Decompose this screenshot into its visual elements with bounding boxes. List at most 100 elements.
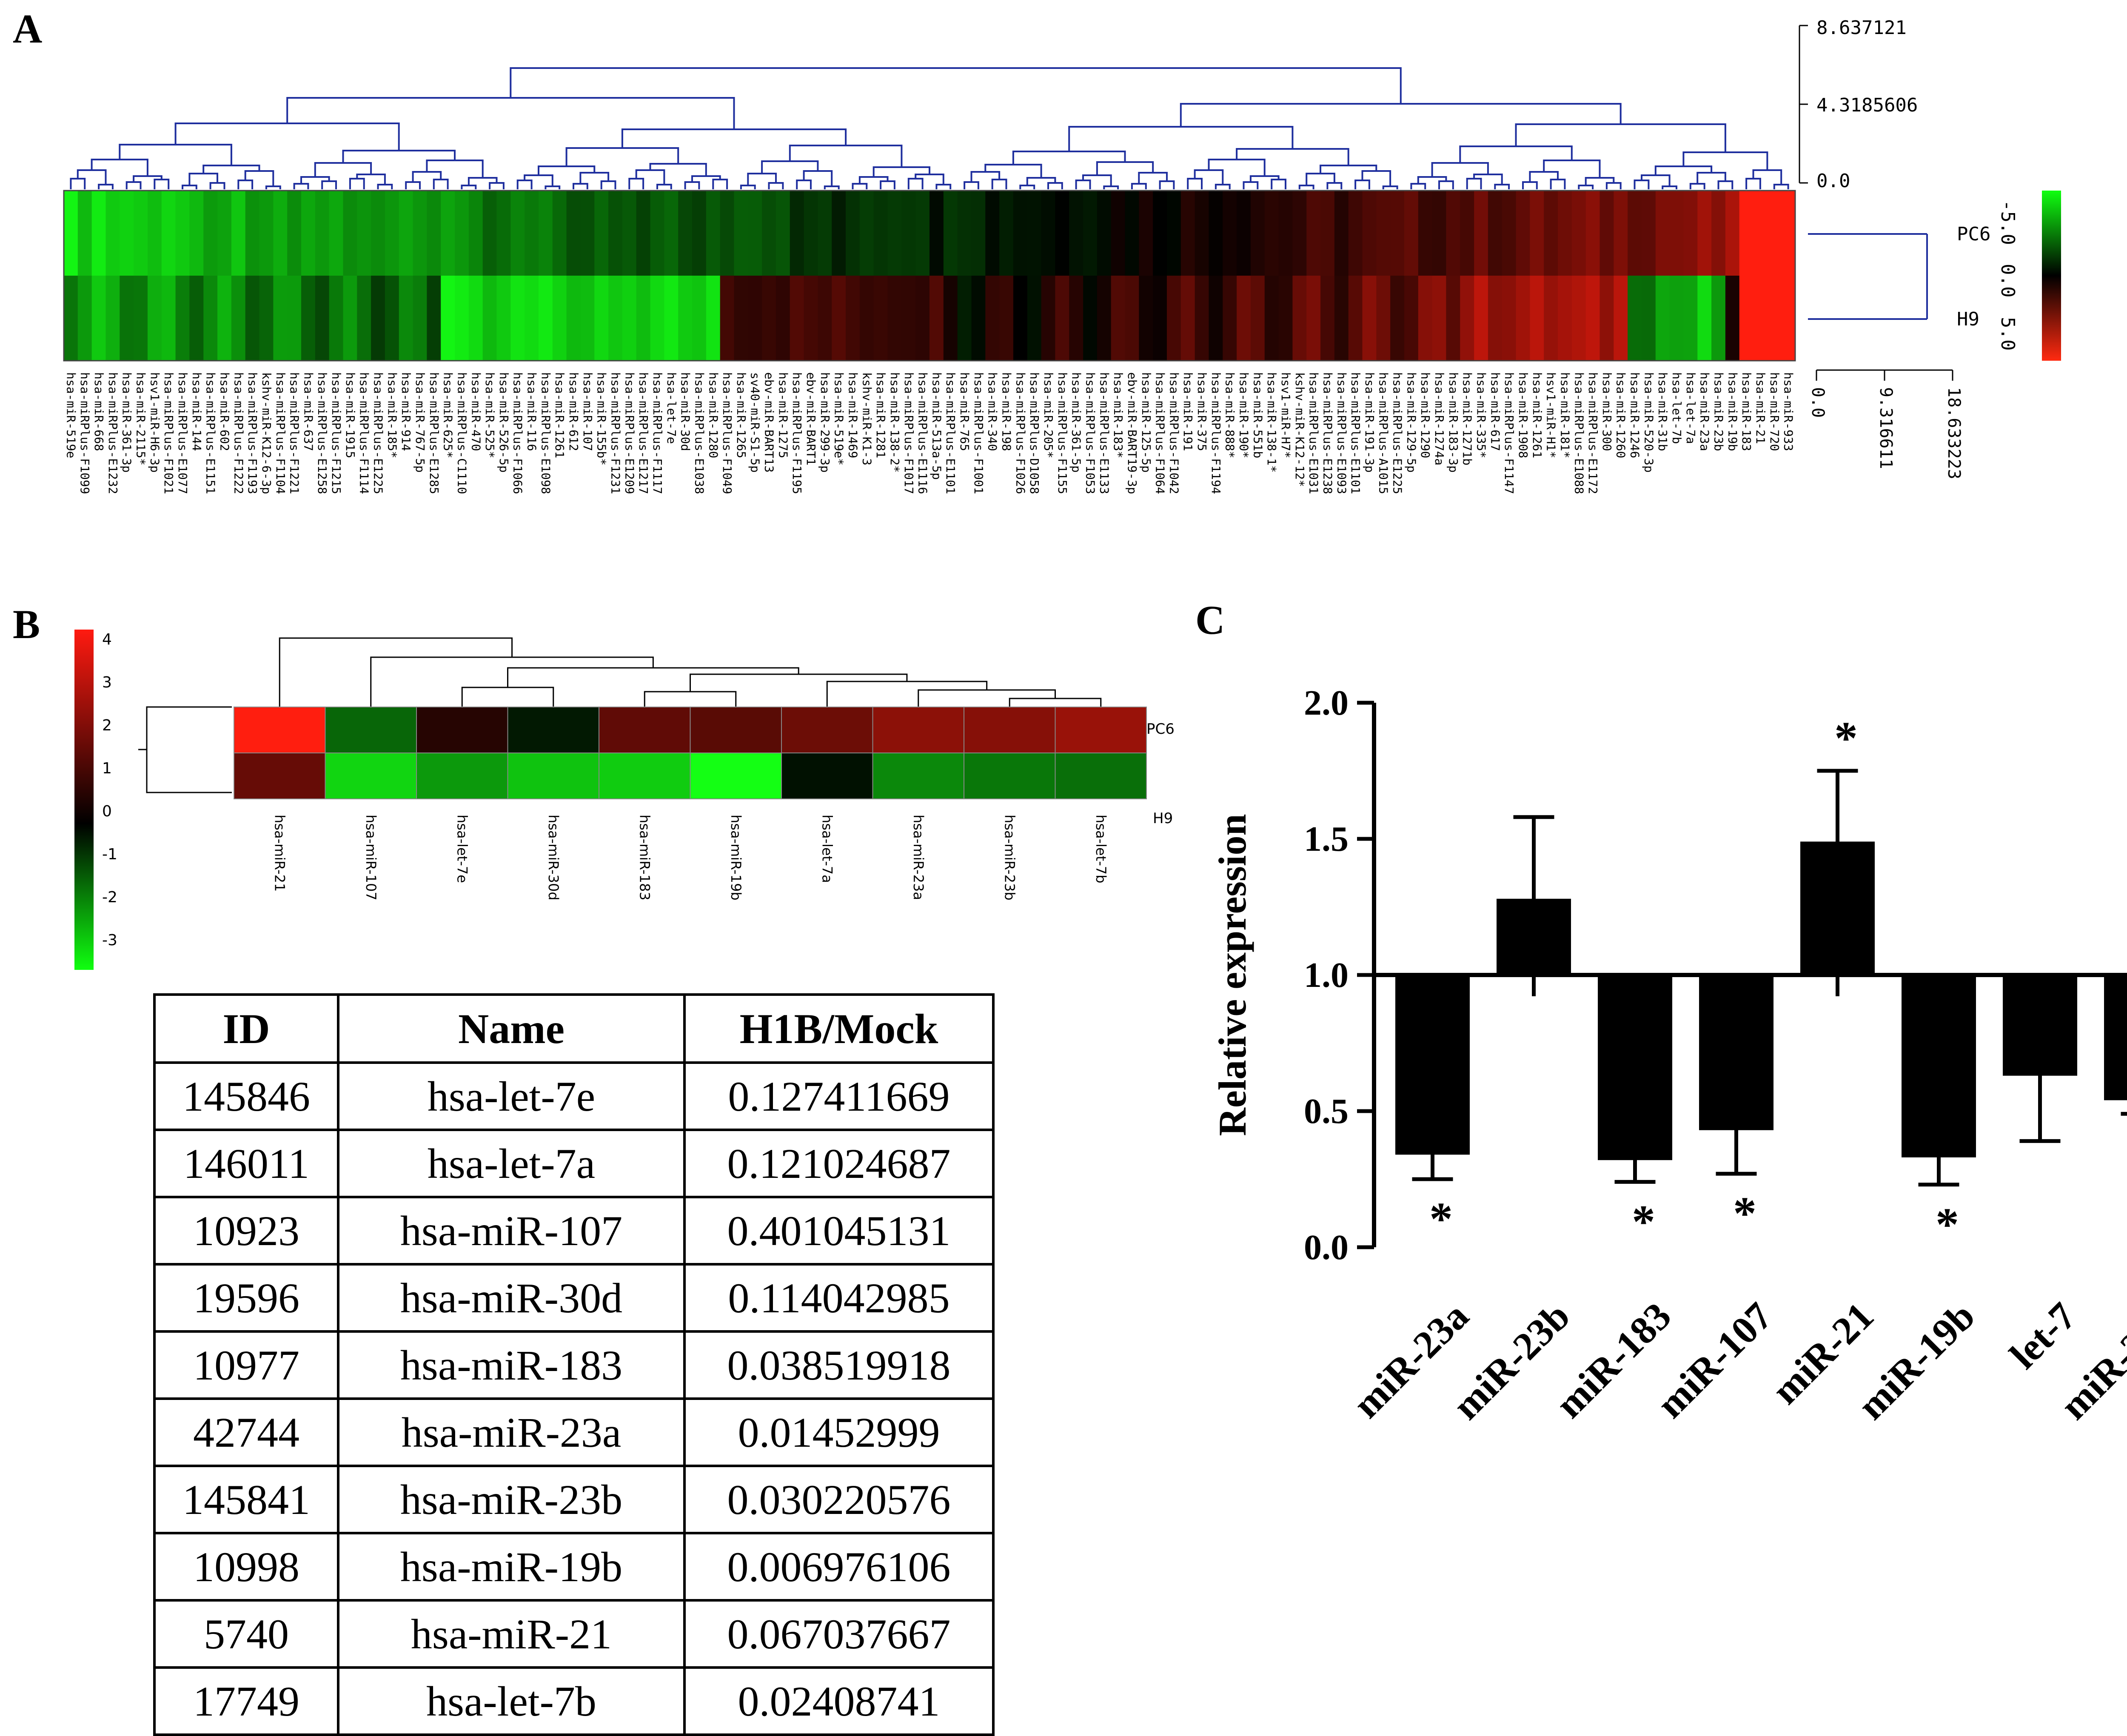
- y-tick-label: 0.0: [1304, 1228, 1349, 1267]
- dendrogram-a-branch: [1543, 160, 1601, 178]
- heatmap-a-cell: [1655, 276, 1670, 361]
- heatmap-a-col-label: hsa-miRPlus-F1104: [274, 372, 288, 494]
- heatmap-a-col-label: hsa-miR-30d: [679, 372, 693, 451]
- heatmap-a-cell: [357, 276, 371, 361]
- heatmap-a-cell: [664, 276, 679, 361]
- heatmap-a-col-label: hsa-miR-551b: [1251, 372, 1265, 458]
- heatmap-a-cell: [1041, 276, 1056, 361]
- table-cell-id: 145846: [153, 1061, 339, 1131]
- heatmap-a-cell: [385, 191, 399, 276]
- heatmap-a-cell: [1139, 276, 1153, 361]
- heatmap-a-col-label: hsa-miRPlus-F1222: [231, 372, 245, 494]
- dendrogram-a-branch: [1550, 179, 1566, 189]
- row-scale-2: 18.633223: [1944, 387, 1964, 479]
- dendrogram-a-branch: [1138, 172, 1168, 184]
- heatmap-a-cell: [301, 191, 316, 276]
- heatmap-a-col-label: hsa-miRPlus-E1225: [371, 372, 385, 494]
- heatmap-a-cell: [1153, 276, 1167, 361]
- heatmap-a-cell: [1432, 276, 1447, 361]
- heatmap-a-col-label: hsa-miRPlus-F1053: [1083, 372, 1098, 494]
- heatmap-a-col-label: hsa-miR-1469: [846, 372, 860, 458]
- heatmap-a-col-label: hsa-miRPlus-E1209: [622, 372, 636, 494]
- dendrogram-a-branch: [489, 182, 505, 189]
- heatmap-a-cell: [399, 276, 413, 361]
- heatmap-a-col-label: hsa-miRPlus-A1015: [1377, 372, 1391, 494]
- heatmap-a-col-label: hsa-miR-183: [1739, 372, 1753, 451]
- heatmap-b-col-label: hsa-miR-107: [363, 815, 379, 901]
- heatmap-a-cell: [1027, 276, 1042, 361]
- heatmap-a-col-label: hsa-miRPlus-E1258: [315, 372, 329, 494]
- heatmap-a-col-label: hsa-let-7b: [1670, 372, 1684, 444]
- heatmap-a-col-label: hsa-miR-526-5p: [497, 372, 511, 473]
- dendrogram-a-branch: [1019, 185, 1035, 189]
- dendrogram-a-branch: [468, 177, 498, 185]
- heatmap-a-cell: [859, 191, 874, 276]
- heatmap-a-cell: [287, 191, 302, 276]
- heatmap-a-col-label: hsa-miR-525*: [483, 372, 497, 458]
- dendrogram-a-branch: [405, 181, 421, 189]
- heatmap-a-cell: [1781, 276, 1796, 361]
- table-cell-id: 42744: [153, 1397, 339, 1467]
- heatmap-a-cell: [1628, 191, 1642, 276]
- heatmap-a-cell: [1530, 276, 1544, 361]
- heatmap-b-cell: [599, 707, 691, 753]
- heatmap-a-col-label: hsa-miR-625*: [441, 372, 455, 458]
- heatmap-a-cell: [1544, 191, 1558, 276]
- table-cell-ratio: 0.030220576: [683, 1465, 995, 1534]
- heatmap-a-cell: [1641, 191, 1656, 276]
- heatmap-a-cell: [873, 276, 888, 361]
- heatmap-a-cell: [1097, 276, 1112, 361]
- heatmap-a-col-label: hsa-miR-129-5p: [1404, 372, 1418, 473]
- heatmap-a-cell: [832, 276, 846, 361]
- heatmap-a-cell: [134, 276, 148, 361]
- dendrogram-a-branch: [1103, 185, 1119, 189]
- table-row: 10977 hsa-miR-183 0.038519918: [153, 1330, 995, 1400]
- table-row: 5740 hsa-miR-21 0.067037667: [153, 1599, 995, 1669]
- heatmap-a-cell: [776, 191, 790, 276]
- table-cell-id: 10977: [153, 1330, 339, 1400]
- heatmap-a-border: [63, 190, 1796, 362]
- heatmap-a-cell: [957, 276, 972, 361]
- table-row: 19596 hsa-miR-30d 0.114042985: [153, 1263, 995, 1333]
- heatmap-a-cell: [790, 276, 804, 361]
- heatmap-a-cell: [1697, 276, 1712, 361]
- col-scale-mid: 4.3185606: [1816, 94, 1918, 116]
- heatmap-a-col-label: hsa-miRPlus-E1133: [1097, 372, 1111, 494]
- legend-a-max: 5.0: [1997, 317, 2019, 351]
- color-legend-b: [74, 630, 94, 970]
- heatmap-b-cell: [507, 707, 599, 753]
- heatmap-a-cell: [1195, 276, 1209, 361]
- heatmap-a-cell: [1739, 191, 1754, 276]
- table-cell-ratio: 0.067037667: [683, 1599, 995, 1669]
- heatmap-a-cell: [1306, 191, 1321, 276]
- table-cell-ratio: 0.02408741: [683, 1666, 995, 1736]
- heatmap-a-cell: [134, 191, 148, 276]
- heatmap-a-col-label: hsa-miRPlus-E1093: [1334, 372, 1349, 494]
- heatmap-a-col-label: hsa-let-7a: [1684, 372, 1698, 444]
- heatmap-a-cell: [552, 276, 567, 361]
- heatmap-a-cell: [203, 191, 218, 276]
- heatmap-a-cell: [1753, 276, 1768, 361]
- heatmap-a-col-label: hsa-miR-205*: [1041, 372, 1055, 458]
- heatmap-a-col-label: hsa-miRPlus-E1101: [944, 372, 958, 494]
- heatmap-b-cell: [507, 753, 599, 799]
- heatmap-a-cell: [1725, 276, 1740, 361]
- heatmap-a-cell: [929, 191, 944, 276]
- heatmap-a-cell: [329, 191, 344, 276]
- dendrogram-a-branch: [1068, 126, 1294, 151]
- heatmap-a-col-label: hsa-miRPlus-E1116: [916, 372, 930, 494]
- legend-b-tick: 0: [102, 803, 112, 820]
- heatmap-a-cell: [1111, 191, 1126, 276]
- heatmap-b-cell: [690, 753, 782, 799]
- heatmap-a-col-label: hsa-miR-933: [1782, 372, 1796, 451]
- heatmap-a-cell: [1697, 191, 1712, 276]
- heatmap-a-cell: [482, 191, 497, 276]
- heatmap-a-cell: [203, 276, 218, 361]
- heatmap-a-col-label: hsa-miR-375: [1195, 372, 1209, 451]
- heatmap-b-cell: [781, 753, 873, 799]
- heatmap-a-cell: [1027, 191, 1042, 276]
- legend-a-mid: 0.0: [1997, 264, 2019, 297]
- heatmap-a-cell: [231, 191, 246, 276]
- dendrogram-a-branch: [656, 184, 672, 189]
- heatmap-a-col-label: hsa-miR-299-3p: [818, 372, 832, 473]
